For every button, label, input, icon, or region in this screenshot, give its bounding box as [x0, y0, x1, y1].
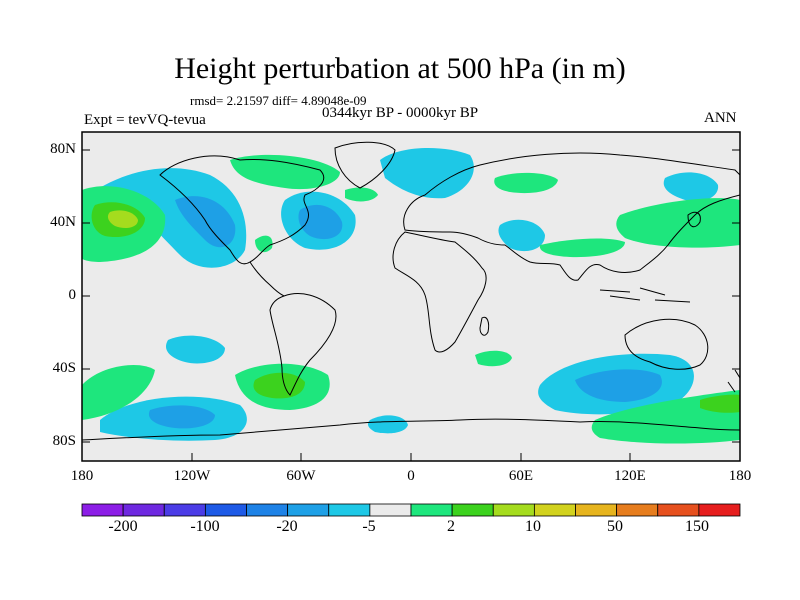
colorbar-label: -100: [190, 518, 220, 535]
coastline-madagascar: [479, 316, 490, 336]
colorbar-label: -20: [276, 518, 298, 535]
colorbar-label: -200: [108, 518, 138, 535]
lon-label-60w: 60W: [286, 468, 316, 484]
lat-label-0: 0: [68, 287, 77, 303]
colorbar-cell: [204, 503, 247, 517]
lon-label-180-west: 180: [70, 468, 94, 484]
lat-label-40s: 40S: [52, 360, 76, 376]
colorbar-label: 2: [447, 518, 455, 535]
anomaly-negative-middle-east: [498, 219, 545, 252]
coastline-australia: [624, 318, 709, 370]
colorbar-cell: [163, 503, 206, 517]
anomaly-negative-south-pacific-east: [165, 335, 225, 364]
colorbar-cell: [492, 503, 535, 517]
coastline-central-america: [249, 261, 285, 297]
coastline-africa: [392, 231, 487, 353]
lon-label-180-east: 180: [728, 468, 752, 484]
anomaly-positive-north-pacific-east: [616, 198, 740, 248]
coastline-new-zealand: [727, 369, 740, 393]
anomaly-negative-scandinavia: [380, 148, 474, 199]
coastline-japan: [687, 211, 701, 228]
statistics-line: rmsd= 2.21597 diff= 4.89048e-09: [190, 93, 367, 108]
page-title: Height perturbation at 500 hPa (in m): [174, 52, 626, 85]
anomaly-positive-central-atlantic: [345, 187, 378, 202]
lat-label-80s: 80S: [52, 433, 76, 449]
experiment-label: Expt = tevVQ-tevua: [84, 112, 206, 128]
coastline-eurasia: [403, 152, 740, 281]
colorbar-cell: [698, 503, 741, 517]
contour-fields: [82, 148, 740, 444]
anomaly-positive-asia-band: [539, 238, 625, 258]
anomaly-positive-eastern-us: [255, 235, 273, 253]
colorbar: [81, 503, 741, 517]
colorbar-cell: [246, 503, 289, 517]
colorbar-cell: [287, 503, 330, 517]
anomaly-negative-south-atlantic: [367, 415, 408, 434]
anomaly-negative-north-pacific-core: [175, 196, 236, 248]
anomaly-positive-tropical-indian: [475, 350, 512, 367]
colorbar-cell: [81, 503, 124, 517]
anomaly-positive-southern-ocean-east-core: [700, 394, 740, 413]
season-label: ANN: [704, 110, 737, 126]
colorbar-cell: [328, 503, 371, 517]
colorbar-label: 10: [525, 518, 541, 535]
coastline-greenland: [334, 141, 396, 189]
colorbar-cell: [451, 503, 494, 517]
coastline-south-america: [269, 293, 337, 396]
colorbar-cell: [369, 503, 412, 517]
colorbar-label: -5: [362, 518, 376, 535]
colorbar-cell: [616, 503, 659, 517]
colorbar-cell: [575, 503, 618, 517]
coastline-indonesia: [599, 287, 691, 303]
anomaly-positive-south-pacific: [82, 365, 155, 420]
anomaly-positive-canada: [230, 154, 340, 190]
coastlines: [82, 141, 740, 441]
coastline-north-america: [159, 155, 325, 265]
anomaly-negative-south-pacific-west-core: [148, 405, 215, 429]
colorbar-label: 50: [607, 518, 623, 535]
anomaly-negative-east-asia: [663, 172, 719, 202]
coastline-antarctica: [82, 418, 740, 441]
colorbar-cell: [533, 503, 576, 517]
colorbar-label: 150: [685, 518, 709, 535]
colorbar-cell: [122, 503, 165, 517]
anomaly-negative-north-atlantic-core: [298, 204, 343, 240]
lon-label-60e: 60E: [508, 468, 534, 484]
anomaly-positive-russia: [494, 172, 558, 194]
colorbar-cell: [657, 503, 700, 517]
lon-label-0: 0: [407, 468, 415, 484]
anomaly-positive-north-pacific-peak: [107, 210, 138, 228]
axis-ticks: [81, 149, 741, 461]
lat-label-80n: 80N: [50, 141, 76, 157]
lon-label-120w: 120W: [173, 468, 211, 484]
period-label: 0344kyr BP - 0000kyr BP: [322, 105, 479, 121]
lat-label-40n: 40N: [50, 214, 76, 230]
anomaly-positive-south-america-core: [253, 372, 305, 399]
colorbar-cell: [410, 503, 453, 517]
anomaly-negative-southern-indian-core: [575, 369, 662, 402]
lon-label-120e: 120E: [614, 468, 646, 484]
